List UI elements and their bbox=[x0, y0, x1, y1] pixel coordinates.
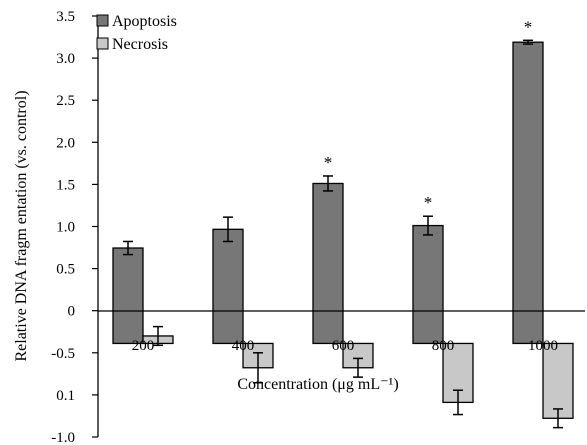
x-axis-title: Concentration (μg mL⁻¹) bbox=[237, 376, 398, 393]
bar-apoptosis-400 bbox=[212, 228, 244, 345]
significance-marker: * bbox=[424, 193, 433, 212]
bars-layer: * * * bbox=[112, 17, 574, 429]
significance-marker: * bbox=[324, 153, 333, 172]
legend: Apoptosis Necrosis bbox=[96, 13, 177, 53]
y-tick-label: -0.5 bbox=[51, 346, 75, 362]
bar-apoptosis-1000 bbox=[512, 41, 544, 345]
x-tick-labels: 200 400 600 800 1000 bbox=[132, 338, 558, 354]
significance-marker: * bbox=[524, 17, 533, 36]
x-tick-label: 600 bbox=[332, 338, 355, 354]
x-tick-label: 1000 bbox=[528, 338, 558, 354]
y-tick-label: 3.5 bbox=[56, 9, 75, 25]
legend-swatch bbox=[96, 37, 109, 50]
y-tick-label: 2.0 bbox=[56, 135, 75, 151]
y-axis-title: Relative DNA fragm entation (vs. control… bbox=[13, 90, 30, 361]
y-tick-label: 0.5 bbox=[56, 262, 75, 278]
y-tick-label: 1.0 bbox=[56, 220, 75, 236]
bar-apoptosis-800 bbox=[412, 224, 444, 345]
y-tick-label: 1.5 bbox=[56, 177, 75, 193]
y-tick-label: 2.5 bbox=[56, 93, 75, 109]
y-tick-label: 3.0 bbox=[56, 51, 75, 67]
y-tick-label: 0.1 bbox=[56, 388, 75, 404]
y-tick-label: -1.0 bbox=[51, 430, 75, 445]
bar-apoptosis-600 bbox=[312, 182, 344, 345]
y-tick-label: 0 bbox=[68, 304, 76, 320]
x-tick-label: 800 bbox=[432, 338, 455, 354]
legend-label: Necrosis bbox=[112, 36, 168, 53]
bar-apoptosis-200 bbox=[112, 247, 144, 345]
bar-necrosis-1000 bbox=[542, 342, 574, 419]
y-axis: -1.0 0.1 -0.5 0 0.5 1.0 1.5 2.0 2.5 3.0 3.5 bbox=[51, 9, 99, 445]
legend-label: Apoptosis bbox=[112, 13, 177, 30]
legend-swatch bbox=[96, 14, 109, 27]
x-tick-label: 200 bbox=[132, 338, 155, 354]
x-tick-label: 400 bbox=[232, 338, 255, 354]
